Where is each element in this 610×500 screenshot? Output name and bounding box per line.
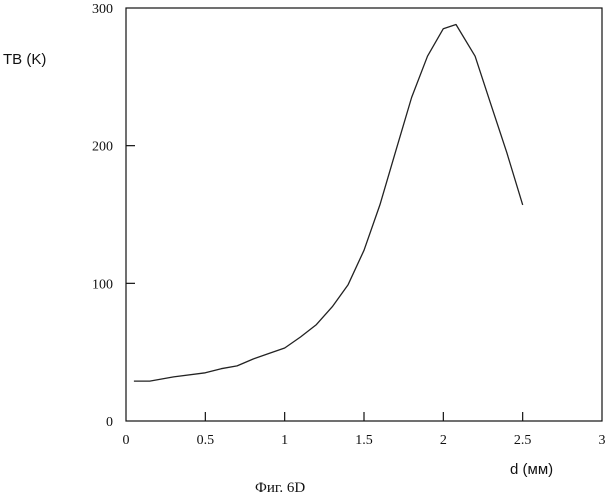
x-tick-label: 0.5 (197, 433, 215, 448)
x-axis-label: d (мм) (510, 461, 553, 478)
plot-frame (126, 8, 602, 421)
figure-caption: Фиг. 6D (255, 480, 305, 496)
x-tick-label: 3 (599, 433, 606, 448)
y-tick-label: 200 (92, 140, 113, 155)
x-tick-label: 2.5 (514, 433, 532, 448)
y-axis-label: TB (K) (3, 51, 46, 68)
x-tick-labels: 0 0.5 1 1.5 2 2.5 3 (123, 433, 606, 448)
series-line-0 (134, 25, 523, 382)
x-tick-label: 0 (123, 433, 130, 448)
y-tick-label: 300 (92, 2, 113, 17)
series-layer (134, 25, 523, 382)
x-tick-label: 1 (281, 433, 288, 448)
x-tick-label: 2 (440, 433, 447, 448)
tick-marks (126, 146, 523, 421)
y-tick-label: 100 (92, 277, 113, 292)
x-tick-label: 1.5 (355, 433, 373, 448)
y-tick-labels: 0 100 200 300 (92, 2, 113, 430)
y-tick-label: 0 (106, 415, 113, 430)
